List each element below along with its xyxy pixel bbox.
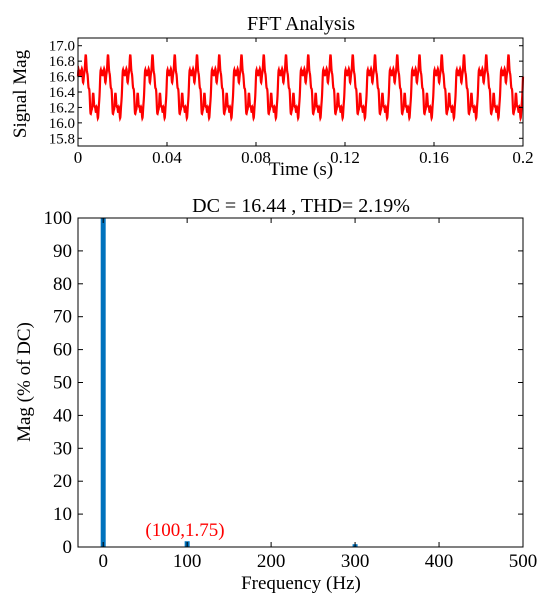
signal-x-tick-label: 0.04 xyxy=(152,148,182,167)
signal-plot-area xyxy=(76,54,525,123)
spectrum-y-tick-label: 10 xyxy=(53,504,72,525)
spectrum-y-ticks: 0 10 20 30 40 50 60 70 80 90 100 xyxy=(44,208,523,558)
spectrum-y-tick-label: 60 xyxy=(53,340,72,361)
signal-x-axis-label: Time (s) xyxy=(269,159,333,180)
spectrum-chart: DC = 16.44 , THD= 2.19% 0 10 20 30 40 50 60 70 8… xyxy=(14,195,537,594)
signal-line xyxy=(76,54,525,123)
spectrum-y-tick-label: 70 xyxy=(53,307,72,328)
spectrum-plot-frame xyxy=(77,217,524,548)
spectrum-x-ticks: 0 100 200 300 400 500 xyxy=(98,218,537,572)
spectrum-x-tick-label: 0 xyxy=(98,551,108,572)
signal-y-tick-label: 16.2 xyxy=(49,100,75,116)
signal-x-tick-label: 0.16 xyxy=(419,148,449,167)
signal-x-tick-label: 0.2 xyxy=(512,148,533,167)
signal-y-axis-label: Signal Mag xyxy=(10,49,31,138)
signal-x-tick-label: 0.12 xyxy=(330,148,360,167)
spectrum-y-tick-label: 50 xyxy=(53,373,72,394)
spectrum-bar xyxy=(100,218,106,547)
signal-y-ticks: 15.816.016.216.416.616.817.0 xyxy=(49,39,523,147)
spectrum-x-tick-label: 500 xyxy=(509,551,538,572)
spectrum-x-tick-label: 400 xyxy=(425,551,454,572)
signal-x-ticks: 0 0.04 0.08 0.12 0.16 0.2 xyxy=(74,38,534,167)
signal-y-tick-label: 16.6 xyxy=(49,70,76,86)
spectrum-y-tick-label: 80 xyxy=(53,274,72,295)
spectrum-x-tick-label: 300 xyxy=(341,551,370,572)
signal-y-tick-label: 16.8 xyxy=(49,54,75,70)
harmonic-annotation: (100,1.75) xyxy=(145,520,224,541)
signal-y-tick-label: 15.8 xyxy=(49,131,75,147)
signal-y-tick-label: 16.0 xyxy=(49,116,75,132)
spectrum-chart-title: DC = 16.44 , THD= 2.19% xyxy=(192,195,410,217)
signal-x-tick-label: 0 xyxy=(74,148,83,167)
signal-x-tick-label: 0.08 xyxy=(241,148,271,167)
spectrum-y-tick-label: 40 xyxy=(53,405,72,426)
spectrum-y-tick-label: 30 xyxy=(53,438,72,459)
signal-y-tick-label: 16.4 xyxy=(49,85,76,101)
spectrum-x-axis-label: Frequency (Hz) xyxy=(241,573,361,594)
spectrum-x-tick-label: 200 xyxy=(257,551,286,572)
spectrum-y-tick-label: 90 xyxy=(53,241,72,262)
signal-chart: FFT Analysis 15.816.016.216.416.616.817.… xyxy=(10,13,534,180)
spectrum-y-tick-label: 100 xyxy=(44,208,73,229)
spectrum-y-tick-label: 0 xyxy=(63,537,73,558)
spectrum-x-tick-label: 100 xyxy=(173,551,202,572)
spectrum-y-axis-label: Mag (% of DC) xyxy=(14,322,35,442)
spectrum-y-tick-label: 20 xyxy=(53,471,72,492)
spectrum-plot-area xyxy=(100,218,358,547)
signal-y-tick-label: 17.0 xyxy=(49,39,75,55)
signal-chart-title: FFT Analysis xyxy=(247,13,355,35)
